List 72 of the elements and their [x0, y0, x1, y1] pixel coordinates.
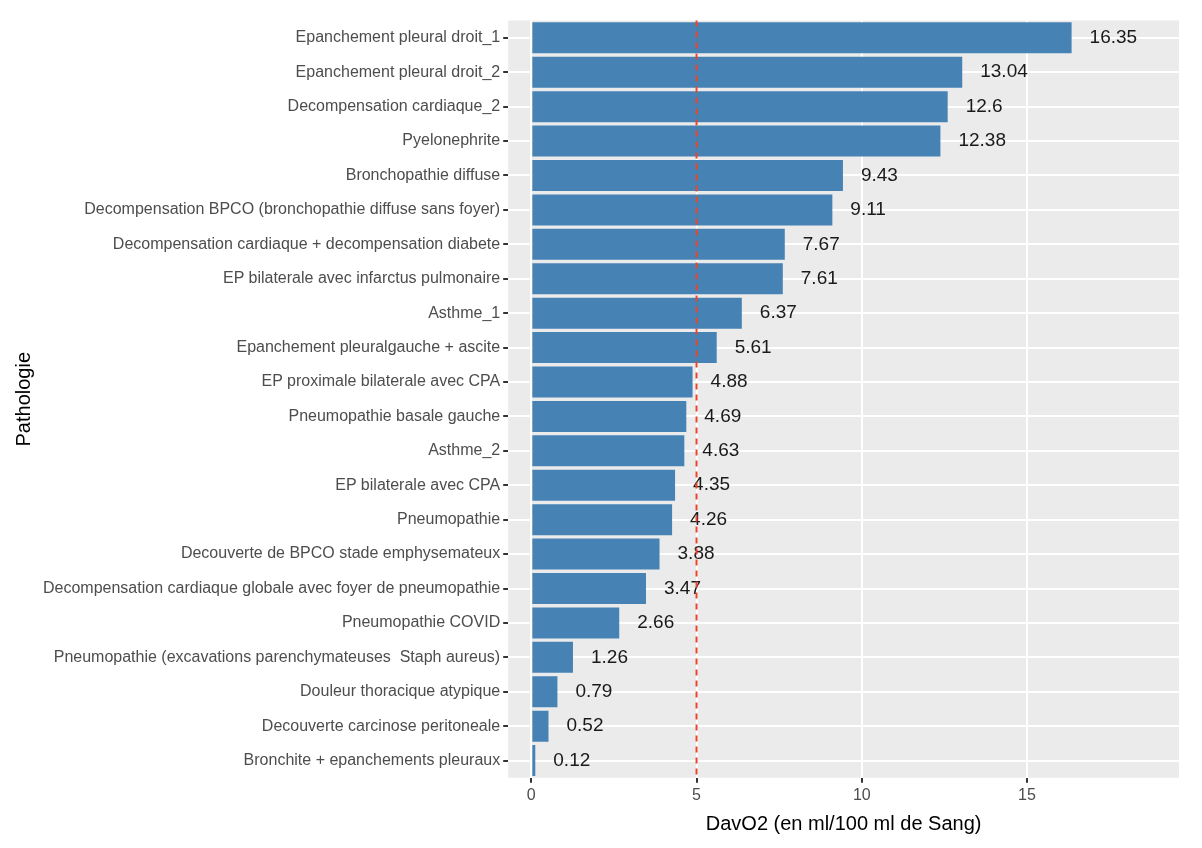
data-label: 9.11 [850, 198, 886, 220]
y-tick-label: Decouverte carcinose peritoneale [261, 716, 501, 734]
bar [532, 469, 676, 501]
y-tick-label: Decompensation BPCO (bronchopathie diffuse sans foyer) [84, 200, 501, 218]
y-tick-label: EP bilaterale avec infarctus pulmonaire [223, 269, 501, 287]
bar [532, 263, 783, 295]
data-label: 5.61 [734, 335, 772, 357]
x-axis-title: DavO2 (en ml/100 ml de Sang) [705, 811, 982, 834]
y-tick-label: Pneumopathie basale gauche [288, 406, 501, 424]
data-label: 4.63 [702, 439, 740, 461]
data-label: 0.52 [566, 714, 604, 736]
y-tick-label: Pneumopathie COVID [341, 613, 501, 631]
bar [532, 504, 673, 536]
y-tick-label: Decompensation cardiaque globale avec foyer de pneumopathie [42, 578, 501, 596]
bar [532, 22, 1072, 54]
x-tick-label: 0 [526, 785, 536, 803]
bar [532, 194, 833, 226]
data-label: 2.66 [637, 611, 675, 633]
bar [532, 435, 685, 467]
y-tick-label: Decouverte de BPCO stade emphysemateux [180, 544, 501, 562]
data-label: 7.67 [802, 232, 840, 254]
data-label: 3.47 [663, 576, 701, 598]
bar [532, 641, 573, 673]
data-label: 6.37 [759, 301, 797, 323]
bar [532, 366, 693, 398]
data-label: 3.88 [677, 542, 715, 564]
bar [532, 228, 785, 260]
y-tick-label: Pneumopathie (excavations parenchymateuses Staph aureus) [53, 647, 501, 665]
bar [532, 607, 620, 639]
bar [532, 538, 660, 570]
bar [532, 745, 536, 777]
data-label: 12.6 [965, 94, 1003, 116]
y-tick-label: Pyelonephrite [402, 131, 501, 149]
bar [532, 56, 963, 88]
bar [532, 400, 687, 432]
bar [532, 125, 941, 157]
x-tick-label: 15 [1018, 785, 1036, 803]
bar [532, 297, 742, 329]
y-axis-title: Pathologie [11, 351, 34, 447]
y-tick-label: Douleur thoracique atypique [300, 682, 501, 700]
data-label: 4.69 [704, 404, 742, 426]
data-label: 12.38 [958, 129, 1006, 151]
data-label: 4.26 [690, 507, 728, 529]
bar [532, 676, 558, 708]
bar [532, 573, 646, 604]
data-label: 9.43 [860, 163, 898, 185]
y-tick-label: EP proximale bilaterale avec CPA [261, 372, 501, 390]
y-tick-label: Decompensation cardiaque_2 [287, 97, 501, 116]
y-tick-label: Epanchement pleural droit_2 [295, 62, 501, 81]
data-label: 7.61 [800, 266, 838, 288]
bar [532, 710, 549, 742]
y-tick-label: Epanchement pleuralgauche + ascite [236, 337, 501, 355]
y-tick-label: Pneumopathie [397, 510, 501, 528]
data-label: 4.88 [710, 370, 748, 392]
x-tick-label: 10 [852, 785, 871, 803]
data-label: 0.12 [553, 748, 591, 770]
y-tick-label: Bronchopathie diffuse [345, 165, 501, 183]
bar [532, 332, 717, 364]
data-label: 1.26 [590, 645, 628, 667]
y-tick-label: Asthme_2 [428, 441, 501, 460]
y-tick-label: Epanchement pleural droit_1 [295, 28, 501, 47]
y-tick-label: EP bilaterale avec CPA [335, 475, 501, 493]
data-label: 4.35 [693, 473, 731, 495]
bar [532, 159, 843, 191]
data-label: 13.04 [980, 60, 1029, 82]
y-tick-label: Asthme_1 [428, 303, 501, 322]
y-tick-label: Bronchite + epanchements pleuraux [243, 751, 501, 768]
bar [532, 91, 948, 123]
data-label: 16.35 [1089, 26, 1138, 48]
y-tick-label: Decompensation cardiaque + decompensation diabete [112, 234, 501, 252]
x-tick-label: 5 [692, 785, 702, 803]
data-label: 0.79 [575, 679, 613, 701]
